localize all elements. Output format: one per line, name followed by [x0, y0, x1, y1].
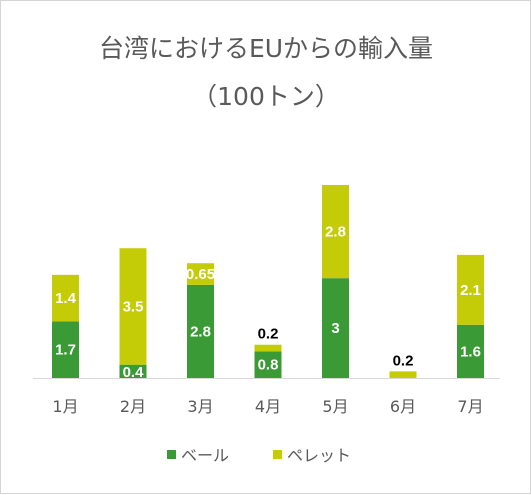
bar-pellet-6 — [389, 371, 417, 378]
data-label-bale-1: 1.7 — [55, 342, 76, 359]
bar-bale-4 — [254, 351, 282, 378]
legend-swatch-pellet — [273, 450, 282, 459]
bar-pellet-7 — [457, 254, 484, 325]
data-label-bale-4: 0.8 — [258, 357, 279, 374]
data-label-pellet-3: 0.65 — [186, 266, 215, 283]
legend-label-pellet: ペレット — [287, 446, 351, 465]
data-label-pellet-5: 2.8 — [325, 224, 346, 241]
x-tick-label-6: 6月 — [390, 397, 416, 416]
bar-pellet-2 — [119, 248, 147, 365]
bar-bale-1 — [52, 321, 79, 378]
bar-pellet-3 — [187, 263, 214, 285]
data-label-bale-7: 1.6 — [460, 343, 481, 360]
legend-label-bale: ベール — [181, 446, 229, 465]
x-tick-label-1: 1月 — [52, 397, 78, 416]
chart-subtitle: （100トン） — [192, 82, 340, 111]
x-tick-labels: 1月 2月 3月 4月 5月 6月 7月 — [52, 397, 483, 416]
data-label-pellet-6: 0.2 — [393, 352, 414, 369]
data-label-bale-5: 3 — [331, 320, 339, 337]
legend: ベール ペレット — [167, 446, 351, 465]
x-tick-label-4: 4月 — [255, 397, 281, 416]
bar-pellet-1 — [52, 274, 79, 322]
data-label-bale-2: 0.4 — [123, 364, 145, 381]
x-tick-label-7: 7月 — [457, 397, 483, 416]
bar-bale-2 — [119, 364, 147, 378]
data-label-pellet-2: 3.5 — [123, 298, 144, 315]
data-label-pellet-1: 1.4 — [55, 290, 77, 307]
x-tick-label-5: 5月 — [322, 397, 348, 416]
bars-layer: 1.7 1.4 0.4 3.5 2.8 0.65 0.8 0.2 3 2.8 0.2 1.6 2.1 — [52, 185, 484, 381]
chart-title: 台湾におけるEUからの輸入量 — [99, 34, 433, 63]
bar-bale-5 — [322, 278, 349, 378]
bar-pellet-4 — [254, 344, 282, 352]
x-tick-label-2: 2月 — [120, 397, 146, 416]
bar-pellet-5 — [322, 185, 349, 279]
bar-bale-7 — [457, 324, 484, 378]
data-label-bale-3: 2.8 — [190, 323, 211, 340]
data-label-pellet-4: 0.2 — [258, 326, 279, 343]
bar-bale-3 — [187, 284, 214, 378]
legend-swatch-bale — [167, 450, 176, 459]
x-tick-label-3: 3月 — [187, 397, 213, 416]
data-label-pellet-7: 2.1 — [460, 282, 481, 299]
